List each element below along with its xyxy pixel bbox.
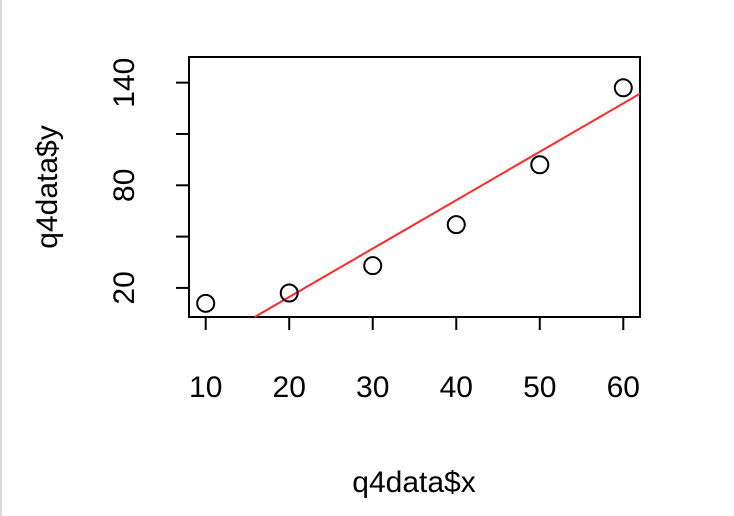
image-left-border bbox=[0, 0, 2, 516]
x-tick-label: 40 bbox=[440, 371, 473, 404]
y-axis-label: q4data$y bbox=[31, 125, 64, 248]
x-axis: 10 20 30 40 50 60 bbox=[189, 316, 640, 404]
plot-frame bbox=[188, 56, 641, 318]
x-tick-label: 10 bbox=[189, 371, 222, 404]
data-point bbox=[613, 78, 633, 98]
data-point bbox=[530, 155, 550, 175]
x-tick-label: 30 bbox=[356, 371, 389, 404]
y-axis: 20 80 140 bbox=[108, 58, 190, 305]
y-tick-label: 140 bbox=[108, 58, 141, 108]
x-axis-label: q4data$x bbox=[352, 466, 475, 499]
y-tick-label: 80 bbox=[108, 169, 141, 202]
x-tick-label: 50 bbox=[523, 371, 556, 404]
points-group bbox=[196, 78, 633, 313]
regression-line-group bbox=[254, 92, 641, 318]
x-tick-label: 20 bbox=[273, 371, 306, 404]
data-point bbox=[196, 293, 216, 313]
regression-line bbox=[254, 92, 641, 318]
x-tick-label: 60 bbox=[607, 371, 640, 404]
data-point bbox=[363, 256, 383, 276]
data-point bbox=[279, 283, 299, 303]
data-point bbox=[446, 215, 466, 235]
y-tick-label: 20 bbox=[108, 271, 141, 304]
